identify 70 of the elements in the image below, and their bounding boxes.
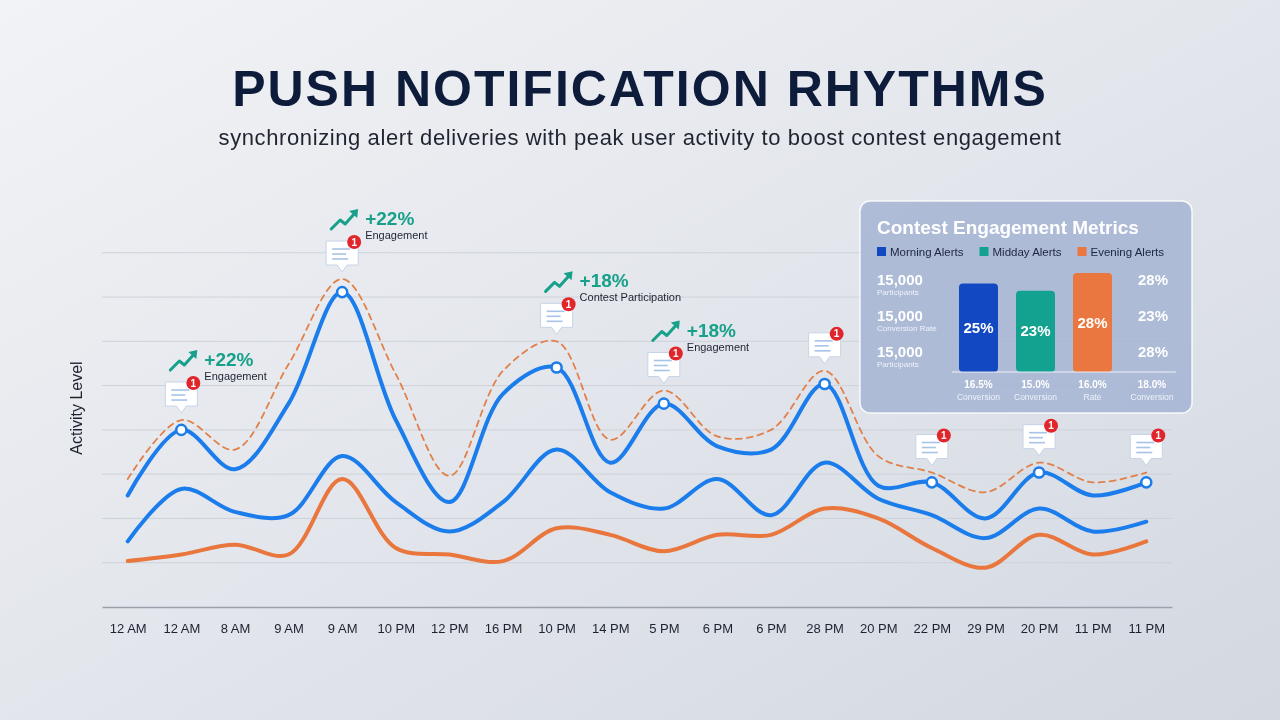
x-tick-label: 16 PM bbox=[484, 621, 523, 637]
x-tick-label: 10 PM bbox=[377, 621, 416, 637]
chart-subtitle: synchronizing alert deliveries with peak user activity to boost contest engagement bbox=[218, 125, 1062, 150]
point bbox=[175, 423, 188, 437]
annotation: 1 bbox=[1155, 430, 1162, 442]
point bbox=[818, 377, 831, 391]
annotation: 16.0% bbox=[1078, 379, 1107, 390]
text: +22% bbox=[365, 208, 415, 229]
annotation: Participants bbox=[877, 360, 919, 369]
x-tick-label: 6 PM bbox=[702, 621, 734, 637]
annotation: 18.0% bbox=[1137, 379, 1167, 390]
annotation: 15,000 bbox=[877, 271, 923, 288]
x-tick-label: 8 AM bbox=[220, 621, 251, 637]
annotation: 1 bbox=[190, 377, 197, 389]
annotation: 28% bbox=[1137, 271, 1168, 288]
annotation: 15,000 bbox=[877, 307, 923, 324]
x-tick-label: 5 PM bbox=[649, 621, 680, 637]
x-tick-label: 20 PM bbox=[1020, 621, 1059, 637]
annotation: 23% bbox=[1137, 307, 1168, 324]
annotation: Contest Participation bbox=[579, 291, 682, 304]
x-tick-label: 20 PM bbox=[859, 621, 898, 637]
x-tick-label: 9 AM bbox=[274, 621, 304, 637]
annotation: Conversion bbox=[956, 392, 1001, 402]
data-label: 25% bbox=[963, 318, 994, 336]
point bbox=[335, 285, 349, 299]
point bbox=[550, 361, 563, 374]
legend-label: Morning Alerts bbox=[890, 246, 964, 258]
chart-title: Contest Engagement Metrics bbox=[877, 217, 1139, 238]
x-tick-label: 29 PM bbox=[967, 621, 1005, 637]
annotation: Engagement bbox=[686, 340, 750, 353]
annotation: Conversion bbox=[1014, 392, 1058, 402]
x-tick-label: 22 PM bbox=[913, 621, 952, 637]
annotation: 28% bbox=[1137, 343, 1168, 360]
annotation: +18% bbox=[686, 319, 737, 341]
annotation: Engagement bbox=[204, 370, 267, 383]
legend-label: Evening Alerts bbox=[1090, 246, 1165, 258]
annotation: Conversion bbox=[1130, 392, 1174, 402]
annotation: Rate bbox=[1083, 392, 1102, 402]
annotation: 16.5% bbox=[964, 379, 993, 390]
data-label: 28% bbox=[1077, 313, 1108, 331]
y-axis-title: Activity Level bbox=[68, 361, 85, 455]
point bbox=[1032, 466, 1046, 479]
annotation: +18% bbox=[579, 270, 629, 292]
point bbox=[1139, 476, 1153, 489]
text: 1 bbox=[351, 236, 358, 248]
x-tick-label: 11 PM bbox=[1128, 621, 1166, 637]
annotation: 1 bbox=[673, 348, 680, 360]
text: Engagement bbox=[365, 229, 428, 241]
x-tick-label: 11 PM bbox=[1074, 621, 1112, 637]
annotation: 1 bbox=[565, 298, 572, 310]
x-tick-label: 14 PM bbox=[591, 621, 630, 637]
annotation: 15.0% bbox=[1021, 379, 1050, 390]
x-tick-label: 6 PM bbox=[756, 621, 787, 637]
point bbox=[657, 397, 671, 410]
annotation: 1 bbox=[1048, 420, 1055, 432]
x-tick-label: 12 AM bbox=[163, 621, 201, 637]
x-tick-label: 28 PM bbox=[806, 621, 844, 637]
x-tick-label: 9 AM bbox=[327, 621, 358, 637]
annotation: 1 bbox=[941, 430, 948, 442]
annotation: 15,000 bbox=[877, 343, 923, 360]
data-label: 23% bbox=[1020, 322, 1051, 340]
legend-label: Midday Alerts bbox=[992, 246, 1062, 258]
point bbox=[925, 476, 939, 489]
x-tick-label: 12 PM bbox=[431, 621, 469, 637]
x-tick-label: 12 AM bbox=[109, 621, 147, 637]
annotation: 1 bbox=[833, 328, 840, 340]
chart-title: PUSH NOTIFICATION RHYTHMS bbox=[232, 61, 1048, 117]
annotation: +22% bbox=[204, 349, 254, 371]
annotation: Participants bbox=[877, 288, 919, 297]
x-tick-label: 10 PM bbox=[538, 621, 576, 637]
